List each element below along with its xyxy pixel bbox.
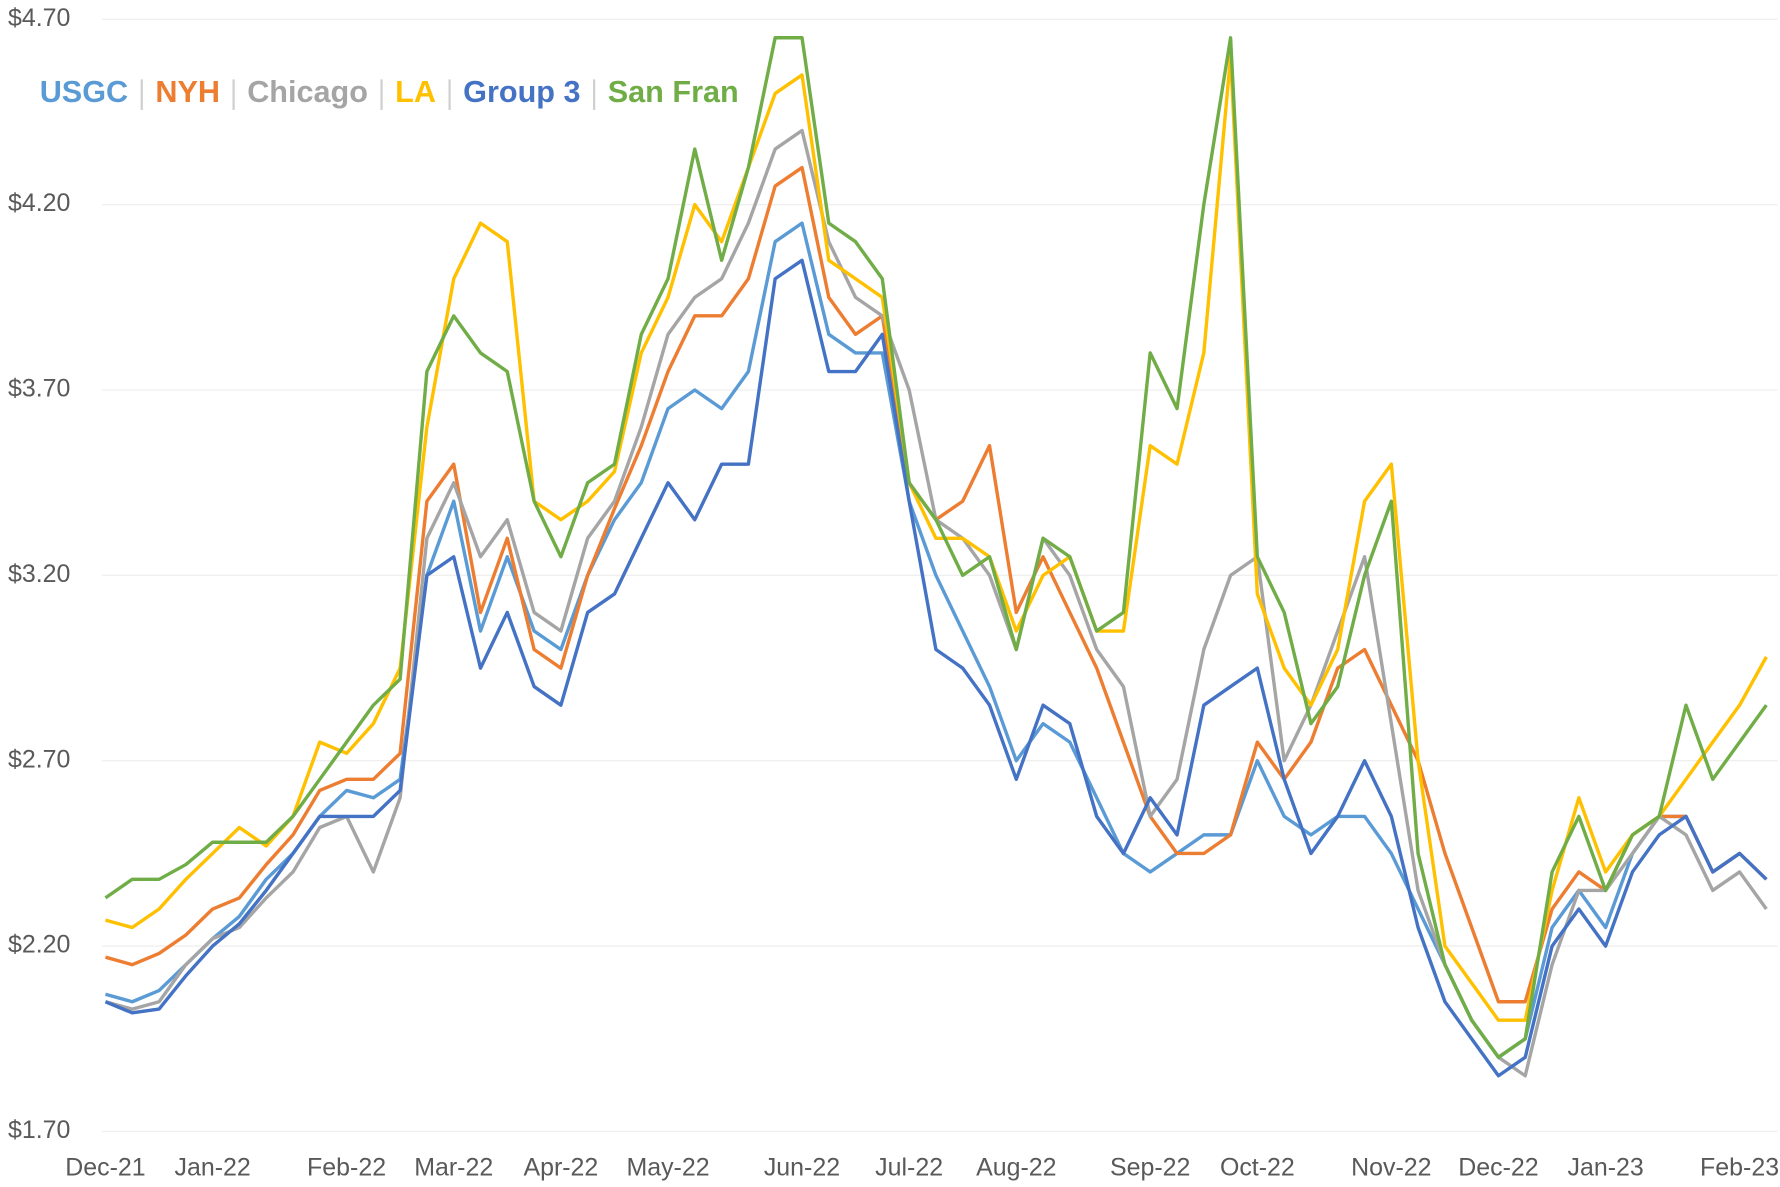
x-tick-label: Jul-22 <box>875 1153 943 1181</box>
x-tick-label: May-22 <box>626 1153 709 1181</box>
x-tick-label: Mar-22 <box>414 1153 493 1181</box>
legend-entry: Chicago <box>247 75 368 109</box>
x-tick-label: Jun-22 <box>764 1153 840 1181</box>
x-tick-label: Sep-22 <box>1110 1153 1190 1181</box>
legend-entry: Group 3 <box>463 75 580 109</box>
x-tick-label: Dec-21 <box>65 1153 145 1181</box>
x-tick-label: Jan-23 <box>1568 1153 1644 1181</box>
series-line <box>104 36 1768 1060</box>
y-tick-label: $3.20 <box>8 560 70 588</box>
x-tick-label: Nov-22 <box>1351 1153 1431 1181</box>
x-tick-label: Jan-22 <box>174 1153 250 1181</box>
x-tick-label: Aug-22 <box>976 1153 1056 1181</box>
y-tick-label: $3.70 <box>8 375 70 403</box>
lines <box>104 36 1768 1078</box>
x-tick-label: Feb-22 <box>307 1153 386 1181</box>
legend-entry: San Fran <box>608 75 739 109</box>
series-line <box>105 54 1768 1022</box>
legend-entry: LA <box>395 75 436 109</box>
legend-entry: USGC <box>40 75 128 109</box>
x-tick-label: Apr-22 <box>523 1153 598 1181</box>
legend-entry: NYH <box>155 75 220 109</box>
series-line <box>104 258 1768 1078</box>
x-tick-label: Feb-23 <box>1700 1153 1779 1181</box>
y-tick-label: $4.70 <box>8 4 70 32</box>
x-tick-label: Oct-22 <box>1220 1153 1295 1181</box>
y-tick-label: $1.70 <box>8 1116 70 1144</box>
y-tick-label: $2.20 <box>8 931 70 959</box>
legend: USGC NYH Chicago LA Group 3 San Fran <box>40 75 739 110</box>
x-tick-label: Dec-22 <box>1458 1153 1538 1181</box>
y-tick-label: $4.20 <box>8 189 70 217</box>
labels: $1.70 $2.20 $2.70 $3.20 $3.70 $4.20 $4.70 Dec-2… <box>8 4 1779 1182</box>
grid <box>102 18 1778 1133</box>
y-tick-label: $2.70 <box>8 745 70 773</box>
